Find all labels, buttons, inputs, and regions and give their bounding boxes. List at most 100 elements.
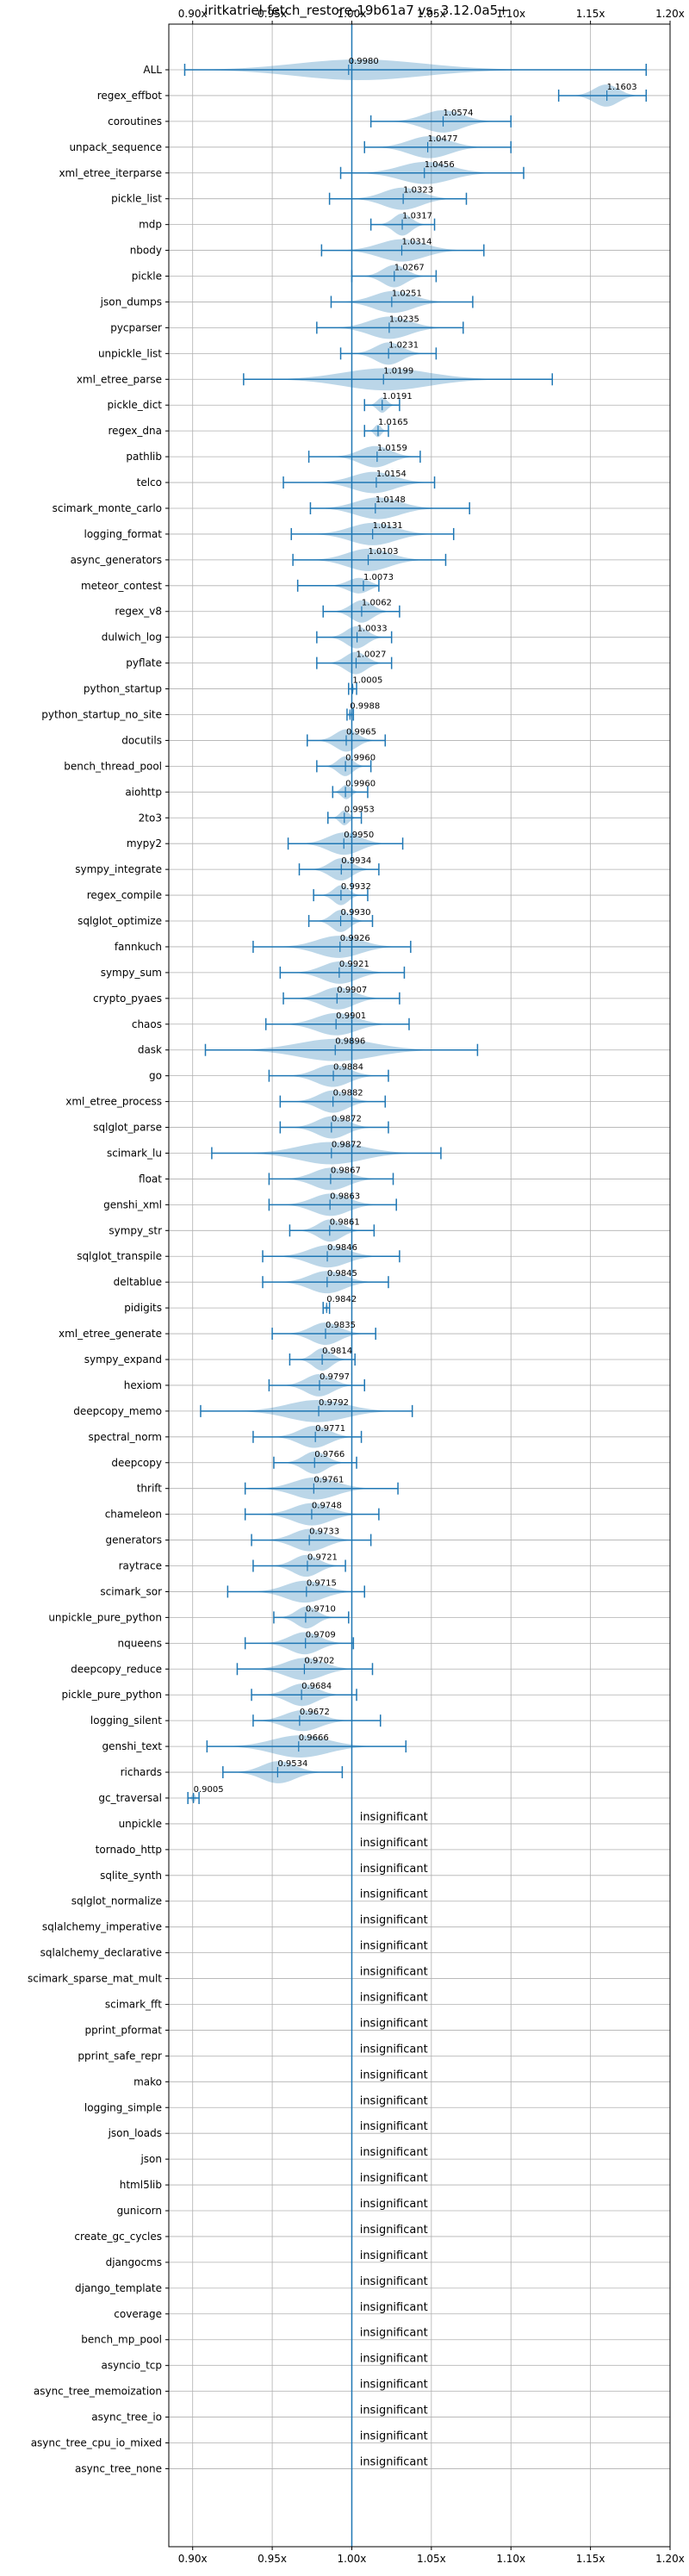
mean-value-label: 1.0199 [383,366,413,376]
benchmark-row: regex_dna 1.0165 [108,418,408,438]
benchmark-label: raytrace [119,1560,162,1572]
mean-value-label: 0.9797 [320,1372,350,1382]
benchmark-label: telco [137,476,162,488]
benchmark-label: spectral_norm [88,1431,162,1443]
mean-value-label: 0.9872 [332,1115,362,1124]
benchmark-label: regex_dna [108,425,162,437]
insignificant-label: insignificant [360,2043,428,2056]
benchmark-label: pprint_safe_repr [78,2050,162,2062]
benchmark-label: pickle [132,271,162,283]
benchmark-row: async_tree_memoization insignificant [34,2379,428,2398]
benchmark-row: generators 0.9733 [105,1528,372,1552]
mean-value-label: 1.0027 [356,650,386,660]
benchmark-label: xml_etree_iterparse [59,167,162,179]
benchmark-label: regex_compile [87,889,162,901]
benchmark-row: genshi_xml 0.9863 [103,1192,397,1216]
mean-value-label: 1.0131 [373,521,403,531]
benchmark-row: spectral_norm 0.9771 [88,1424,363,1448]
benchmark-label: deepcopy_reduce [71,1663,162,1675]
benchmark-row: json_dumps 1.0251 [100,289,474,314]
benchmark-row: raytrace 0.9721 [119,1553,346,1577]
benchmark-row: sympy_sum 0.9921 [101,960,406,984]
benchmark-row: asyncio_tcp insignificant [101,2353,427,2372]
insignificant-label: insignificant [360,1966,428,1979]
benchmark-label: deltablue [114,1276,162,1288]
benchmark-row: xml_etree_parse 1.0199 [77,366,554,391]
benchmark-row: coroutines 1.0574 [108,109,512,133]
mean-value-label: 0.9666 [299,1733,329,1743]
benchmark-label: scimark_fft [105,1999,162,2011]
benchmark-row: crypto_pyaes 0.9907 [93,986,400,1010]
mean-value-label: 1.0148 [376,495,406,505]
benchmark-label: json_loads [108,2127,162,2139]
insignificant-label: insignificant [360,2327,428,2340]
insignificant-label: insignificant [360,2094,428,2107]
benchmark-row: mypy2 0.9950 [127,831,404,856]
benchmark-label: richards [121,1766,162,1778]
benchmark-label: sympy_sum [101,967,162,979]
benchmark-label: float [139,1173,162,1185]
mean-value-label: 0.9988 [350,702,380,712]
benchmark-row: xml_etree_process 0.9882 [65,1089,387,1113]
mean-value-label: 0.9733 [309,1528,339,1537]
benchmark-label: 2to3 [139,812,162,824]
benchmark-row: pickle 1.0267 [132,264,438,288]
benchmark-label: djangocms [106,2256,162,2268]
mean-value-label: 0.9926 [340,934,370,943]
benchmark-row: scimark_lu 0.9872 [107,1140,442,1165]
mean-value-label: 0.9761 [313,1476,344,1485]
mean-value-label: 1.0317 [402,212,432,221]
benchmark-row: deepcopy_reduce 0.9702 [71,1656,374,1681]
benchmark-label: logging_simple [84,2101,162,2113]
benchmark-row: sqlglot_parse 0.9872 [93,1115,389,1139]
mean-value-label: 0.9872 [332,1140,362,1149]
benchmark-row: mako insignificant [133,2069,428,2088]
benchmark-label: sqlalchemy_declarative [40,1947,162,1959]
benchmark-label: genshi_xml [103,1198,162,1210]
mean-value-label: 1.0005 [352,676,382,686]
benchmark-label: create_gc_cycles [74,2231,162,2243]
insignificant-label: insignificant [360,2198,428,2211]
x-tick-label-top: 0.95x [258,8,287,20]
benchmark-label: logging_silent [90,1714,162,1727]
mean-value-label: 0.9835 [326,1321,356,1330]
benchmark-row: logging_format 1.0131 [84,521,455,545]
benchmark-label: sympy_str [109,1224,162,1236]
benchmark-label: mypy2 [127,837,162,849]
benchmark-row: json insignificant [140,2146,427,2165]
mean-value-label: 1.0456 [425,160,455,170]
benchmark-label: deepcopy [111,1457,162,1469]
insignificant-label: insignificant [360,2172,428,2185]
benchmark-label: html5lib [120,2179,162,2191]
benchmark-label: pickle_dict [108,399,163,411]
benchmark-label: logging_format [84,528,162,540]
benchmark-row: thrift 0.9761 [137,1476,399,1500]
benchmark-row: xml_etree_iterparse 1.0456 [59,160,525,184]
x-tick-label-bottom: 1.05x [417,2553,446,2565]
benchmark-row: deltablue 0.9845 [114,1269,389,1294]
benchmark-row: hexiom 0.9797 [124,1372,366,1397]
benchmark-label: bench_thread_pool [64,760,162,772]
mean-value-label: 1.0073 [363,573,394,582]
benchmark-label: coverage [114,2308,162,2320]
benchmark-row: python_startup_no_site 0.9988 [41,702,380,721]
benchmark-row: deepcopy 0.9766 [111,1450,357,1474]
mean-value-label: 1.0235 [389,314,419,324]
mean-value-label: 0.9709 [306,1630,336,1640]
benchmark-label: go [149,1070,162,1082]
insignificant-label: insignificant [360,1863,428,1876]
benchmark-label: sqlglot_normalize [71,1895,162,1907]
benchmark-row: python_startup 1.0005 [84,676,382,695]
x-tick-label-bottom: 1.10x [496,2553,525,2565]
x-tick-label-top: 1.15x [576,8,605,20]
benchmark-label: dulwich_log [102,632,162,644]
benchmark-label: pyflate [126,657,162,669]
mean-value-label: 1.0231 [388,340,419,350]
insignificant-label: insignificant [360,1914,428,1927]
benchmark-row: sqlalchemy_imperative insignificant [42,1914,428,1933]
mean-value-label: 1.0477 [428,134,458,144]
benchmark-label: sqlglot_optimize [78,915,162,927]
benchmark-label: pickle_list [111,193,162,205]
benchmark-label: crypto_pyaes [93,992,162,1005]
